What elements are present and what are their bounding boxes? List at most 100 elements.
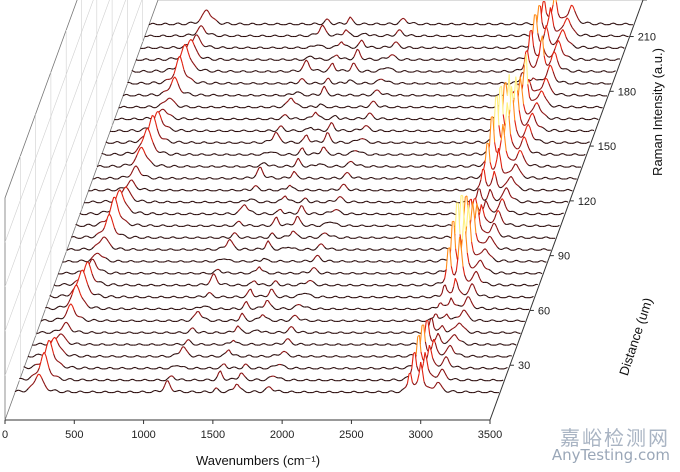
spectrum-segment bbox=[166, 212, 169, 215]
spectrum-segment bbox=[141, 127, 144, 131]
spectrum-segment bbox=[208, 165, 211, 168]
spectrum-segment bbox=[284, 154, 287, 156]
spectrum-segment bbox=[285, 93, 288, 96]
spectrum-segment bbox=[346, 44, 349, 47]
spectrum-segment bbox=[177, 200, 180, 203]
spectrum-segment bbox=[247, 34, 250, 37]
spectrum-segment bbox=[317, 68, 320, 71]
spectrum-segment bbox=[491, 82, 494, 85]
spectrum-segment bbox=[495, 176, 499, 185]
spectrum-segment bbox=[194, 32, 197, 35]
spectrum-segment bbox=[257, 130, 261, 132]
spectrum-segment bbox=[399, 18, 403, 22]
spectrum-segment bbox=[481, 153, 485, 156]
spectrum-segment bbox=[498, 140, 502, 151]
spectrum-segment bbox=[389, 80, 393, 83]
spectrum-segment bbox=[568, 176, 571, 179]
spectrum-segment bbox=[447, 94, 450, 96]
spectrum-segment bbox=[146, 105, 149, 108]
spectrum-segment bbox=[466, 82, 469, 85]
spectrum-segment bbox=[307, 188, 310, 191]
spectrum-segment bbox=[461, 164, 464, 167]
spectrum-segment bbox=[310, 23, 313, 26]
spectrum-segment bbox=[341, 141, 344, 143]
spectrum-segment bbox=[327, 32, 330, 36]
spectrum-segment bbox=[270, 138, 273, 141]
spectrum-segment bbox=[526, 143, 530, 149]
spectrum-segment bbox=[203, 81, 206, 83]
spectrum-segment bbox=[592, 129, 595, 132]
spectrum-segment bbox=[583, 94, 586, 96]
spectrum-segment bbox=[165, 200, 168, 203]
spectrum-segment bbox=[93, 200, 97, 203]
spectrum-segment bbox=[346, 80, 350, 83]
spectrum-segment bbox=[565, 94, 568, 97]
spectrum-segment bbox=[308, 200, 311, 204]
spectrum-segment bbox=[332, 123, 336, 129]
spectrum-fill bbox=[105, 86, 591, 144]
spectrum-segment bbox=[228, 81, 231, 84]
spectrum-segment bbox=[358, 164, 361, 166]
spectrum-segment bbox=[453, 141, 456, 143]
spectrum-segment bbox=[371, 58, 375, 61]
spectrum-segment bbox=[246, 130, 249, 133]
spectrum-segment bbox=[527, 30, 531, 48]
spectrum-segment bbox=[528, 60, 532, 66]
spectrum-segment bbox=[322, 212, 325, 215]
spectrum-segment bbox=[148, 176, 152, 179]
spectrum-segment bbox=[496, 59, 499, 61]
spectrum-segment bbox=[316, 113, 320, 117]
spectrum-segment bbox=[553, 51, 557, 55]
spectrum-segment bbox=[235, 118, 238, 121]
spectrum-segment bbox=[130, 163, 133, 166]
spectrum-segment bbox=[163, 109, 167, 113]
spectra-series bbox=[14, 0, 634, 394]
spectrum-segment bbox=[293, 170, 297, 174]
spectrum-segment bbox=[284, 195, 288, 199]
spectrum-segment bbox=[176, 104, 180, 107]
spectrum-segment bbox=[296, 103, 299, 105]
spectrum-segment bbox=[159, 35, 162, 37]
spectrum-segment bbox=[443, 201, 446, 204]
spectrum-segment bbox=[573, 59, 576, 61]
spectrum-segment bbox=[300, 205, 303, 207]
spectrum-segment bbox=[198, 18, 202, 22]
spectrum-segment bbox=[438, 212, 441, 215]
spectrum-segment bbox=[466, 141, 469, 144]
spectrum-segment bbox=[559, 16, 562, 19]
spectrum-segment bbox=[523, 51, 527, 64]
spectrum-segment bbox=[597, 46, 600, 49]
spectrum-segment bbox=[386, 22, 389, 25]
spectrum-segment bbox=[255, 82, 258, 85]
spectrum-segment bbox=[524, 111, 528, 115]
spectrum-segment bbox=[327, 189, 330, 192]
spectrum-segment bbox=[206, 106, 209, 109]
spectrum-segment bbox=[501, 22, 504, 25]
spectrum-segment bbox=[379, 213, 381, 216]
spectrum-segment bbox=[425, 94, 428, 96]
spectrum-segment bbox=[162, 123, 166, 127]
spectrum-segment bbox=[574, 141, 577, 144]
spectrum-segment bbox=[163, 79, 166, 82]
spectrum-segment bbox=[227, 153, 230, 156]
spectrum-segment bbox=[422, 213, 425, 216]
spectrum-segment bbox=[275, 128, 279, 132]
spectrum-segment bbox=[543, 78, 546, 83]
spectrum-segment bbox=[298, 46, 301, 49]
spectrum-segment bbox=[293, 200, 296, 203]
spectrum-segment bbox=[523, 201, 525, 204]
spectrum-segment bbox=[398, 59, 401, 61]
spectrum-segment bbox=[370, 34, 373, 37]
spectrum-segment bbox=[503, 58, 506, 61]
spectrum-segment bbox=[364, 138, 368, 141]
spectrum-segment bbox=[324, 105, 327, 108]
spectrum-segment bbox=[256, 185, 259, 188]
spectrum-segment bbox=[366, 139, 369, 143]
spectrum-segment bbox=[474, 164, 477, 167]
spectrum-segment bbox=[305, 153, 309, 156]
spectrum-segment bbox=[134, 184, 138, 188]
spectrum-segment bbox=[328, 94, 332, 97]
spectrum-segment bbox=[504, 47, 507, 49]
spectrum-segment bbox=[354, 164, 357, 166]
spectrum-segment bbox=[559, 104, 562, 107]
